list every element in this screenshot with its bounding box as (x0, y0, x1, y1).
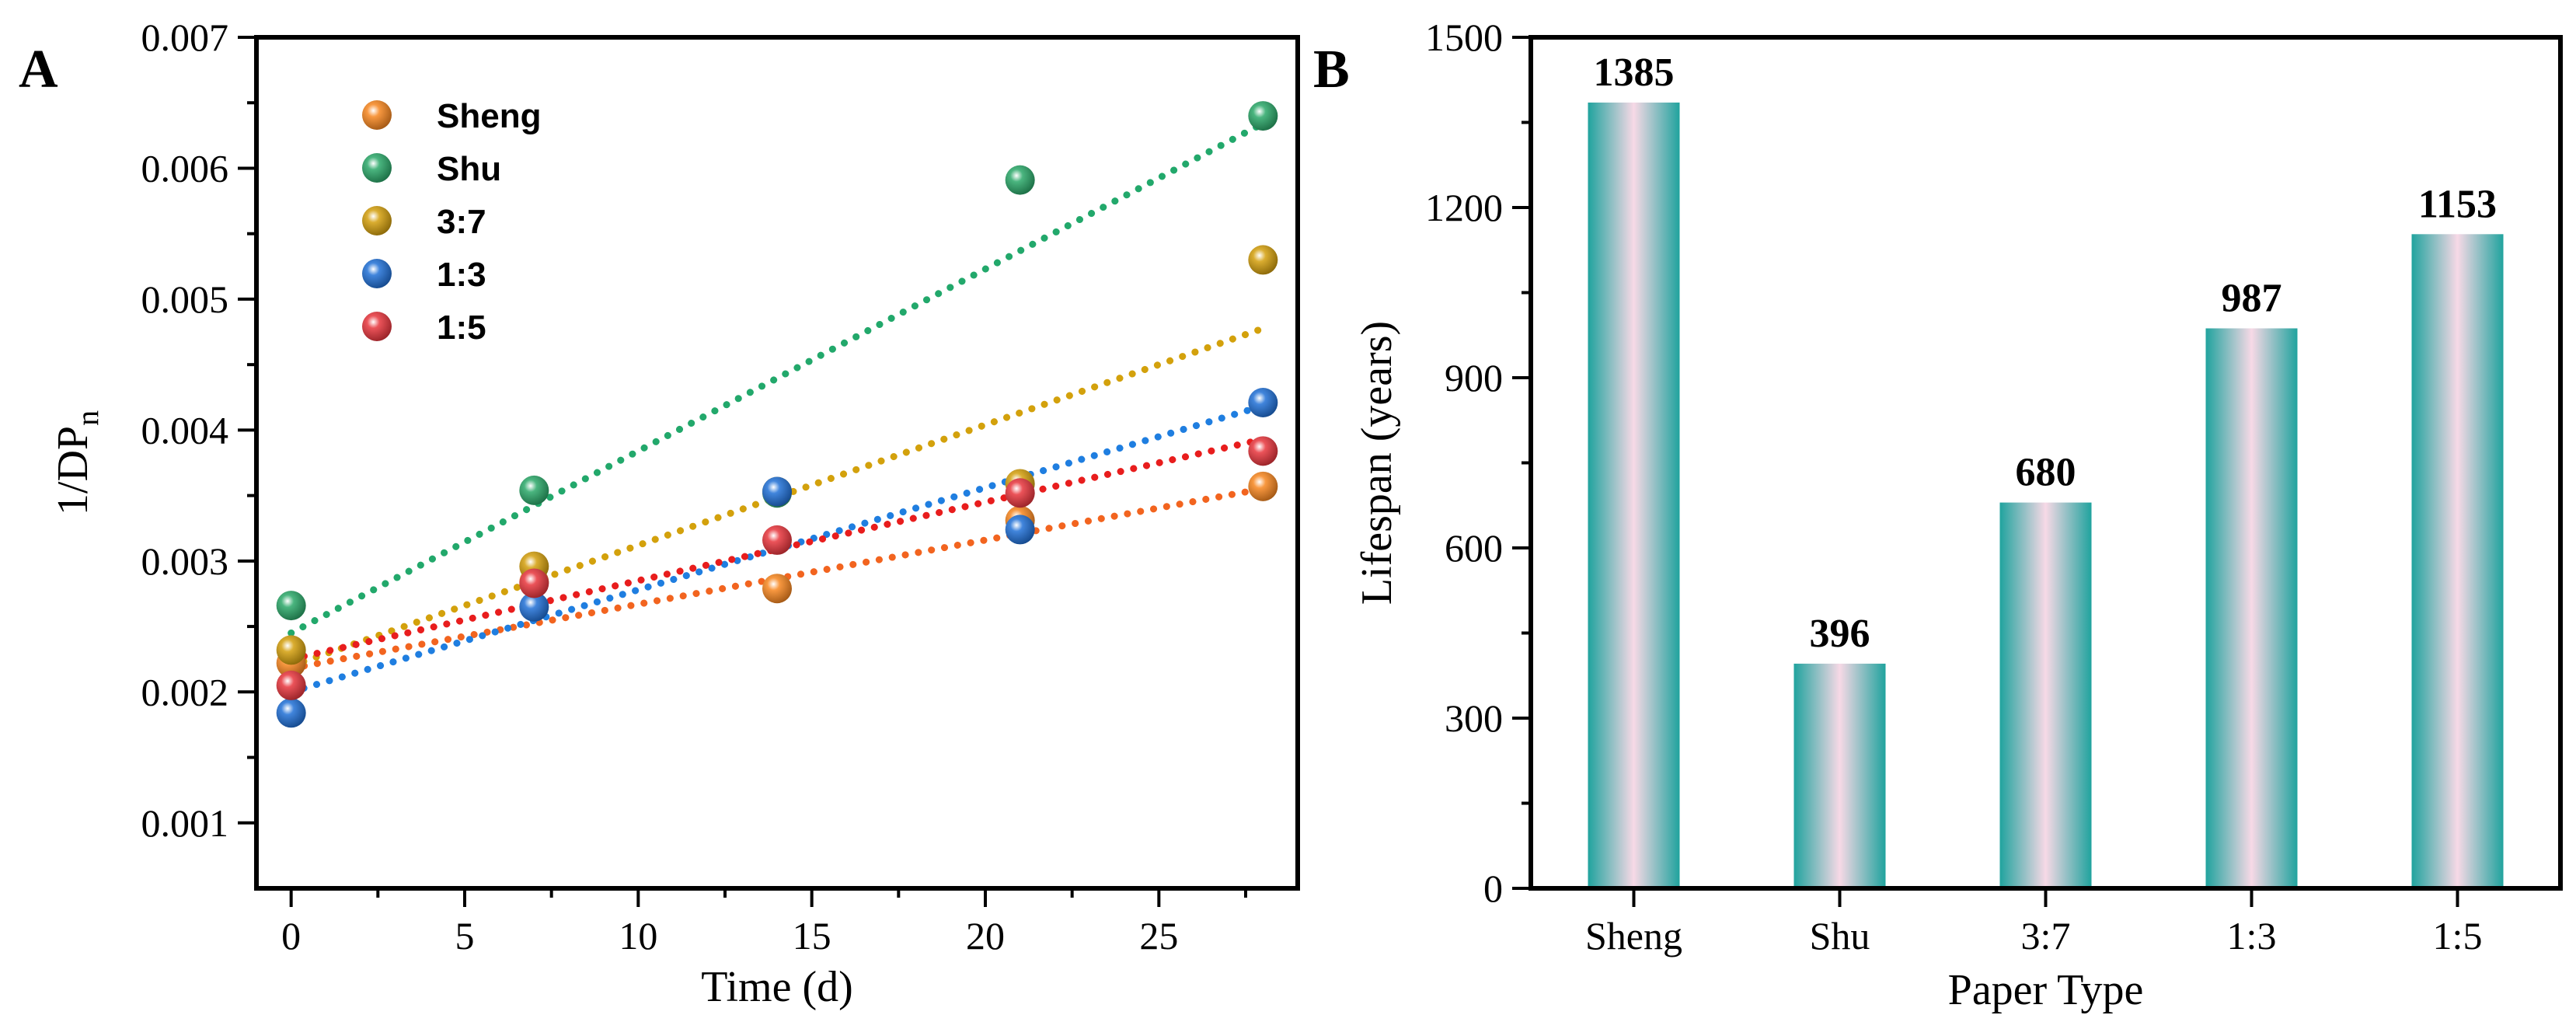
panel-b-frame (1529, 35, 2563, 891)
panel-b-y-tick-label: 900 (1445, 356, 1503, 399)
panel-b-y-tick-label: 0 (1483, 867, 1503, 910)
panel-a-y-tick-label: 0.004 (141, 408, 229, 452)
panel-b-x-tick-label: 1:3 (2227, 914, 2277, 958)
panel-a-data-point (1005, 478, 1035, 508)
panel-b-bar (2411, 234, 2504, 888)
panel-a-x-axis-label: Time (d) (701, 963, 853, 1011)
panel-a-y-tick-label: 0.005 (141, 277, 229, 321)
panel-a-data-point (1248, 101, 1278, 131)
panel-a-legend-label: Sheng (437, 97, 541, 135)
panel-a-y-axis-label-subscript: n (70, 410, 105, 426)
panel-a: A 0 5 10 15 20 25 0.001 0.002 0.003 0.004 0.005 0.0… (19, 16, 1300, 1011)
panel-a-y-axis-label-main: 1/DP (49, 426, 97, 515)
panel-b-plot-area: 0 300 600 900 1200 1500 1385 Sheng 396 Shu 680 3:7 9… (1425, 16, 2563, 958)
panel-b-y-tick-label: 600 (1445, 526, 1503, 570)
panel-b-bar-value-label: 1385 (1594, 51, 1675, 95)
panel-a-data-point (1005, 515, 1035, 545)
panel-b-y-axis-label: Lifespan (years) (1353, 321, 1401, 605)
panel-b-x-tick-label: Sheng (1585, 914, 1682, 958)
panel-a-trendline (288, 120, 1267, 637)
panel-a-data-point (1248, 436, 1278, 466)
panel-a-data-point (276, 698, 306, 728)
panel-a-data-point (762, 525, 792, 555)
panel-a-data-point (1005, 165, 1035, 195)
panel-b-x-tick-label: Shu (1810, 914, 1870, 958)
panel-a-x-tick-label: 10 (619, 914, 657, 958)
panel-a-y-tick-label: 0.006 (141, 146, 229, 190)
panel-a-frame (254, 35, 1300, 891)
panel-a-legend-marker (362, 100, 392, 130)
panel-a-y-tick-label: 0.001 (141, 801, 229, 845)
panel-a-plot-area: 0 5 10 15 20 25 0.001 0.002 0.003 0.004 0.005 0.006… (141, 16, 1300, 958)
panel-a-data-point (276, 635, 306, 665)
panel-a-x-tick-label: 20 (966, 914, 1005, 958)
panel-b-bar (1999, 502, 2092, 888)
panel-b-y-tick-label: 1500 (1425, 16, 1503, 59)
panel-a-y-tick-label: 0.002 (141, 670, 229, 713)
panel-a-y-tick-label: 0.007 (141, 16, 229, 59)
panel-a-legend-label: 3:7 (437, 203, 486, 241)
panel-b-letter: B (1313, 40, 1350, 99)
panel-a-x-tick-label: 5 (455, 914, 475, 958)
panel-a-y-axis-label: 1/DPn (49, 410, 105, 515)
panel-b-bar-value-label: 1153 (2418, 182, 2497, 226)
panel-a-legend-label: 1:5 (437, 309, 486, 347)
panel-b-bar-value-label: 396 (1810, 612, 1870, 656)
panel-a-x-tick-label: 15 (793, 914, 831, 958)
panel-a-letter: A (19, 40, 58, 99)
panel-a-data-point (1248, 245, 1278, 275)
panel-a-legend-label: Shu (437, 150, 501, 188)
panel-b-x-axis-label: Paper Type (1948, 966, 2144, 1014)
panel-a-data-point (762, 574, 792, 604)
panel-b-bar (1793, 663, 1886, 888)
panel-a-data-point (1248, 471, 1278, 501)
panel-b-y-tick-label: 1200 (1425, 186, 1503, 229)
panel-a-x-tick-label: 25 (1139, 914, 1178, 958)
panel-a-legend-marker (362, 206, 392, 235)
panel-a-legend-label: 1:3 (437, 256, 486, 294)
panel-a-legend-marker (362, 153, 392, 183)
panel-a-legend-marker (362, 312, 392, 341)
panel-a-data-point (762, 476, 792, 507)
panel-a-data-point (276, 591, 306, 621)
panel-a-y-tick-label: 0.003 (141, 539, 229, 583)
panel-b-bar-value-label: 987 (2222, 276, 2282, 320)
panel-a-data-point (519, 591, 549, 622)
panel-b-bar (1588, 102, 1680, 888)
panel-b-bar (2205, 328, 2298, 888)
panel-a-x-tick-label: 0 (281, 914, 301, 958)
panel-b-bar-value-label: 680 (2016, 451, 2076, 495)
panel-a-trendline (288, 325, 1267, 670)
panel-b: B 0 300 600 900 1200 1500 1385 Sheng 396 Shu 680 3:… (1313, 16, 2563, 1014)
panel-b-y-tick-label: 300 (1445, 696, 1503, 740)
panel-a-data-point (519, 475, 549, 505)
panel-a-data-point (276, 670, 306, 700)
panel-a-data-point (519, 568, 549, 598)
panel-a-legend-marker (362, 259, 392, 288)
panel-a-data-point (1248, 388, 1278, 418)
panel-b-x-tick-label: 1:5 (2433, 914, 2483, 958)
panel-b-x-tick-label: 3:7 (2021, 914, 2071, 958)
